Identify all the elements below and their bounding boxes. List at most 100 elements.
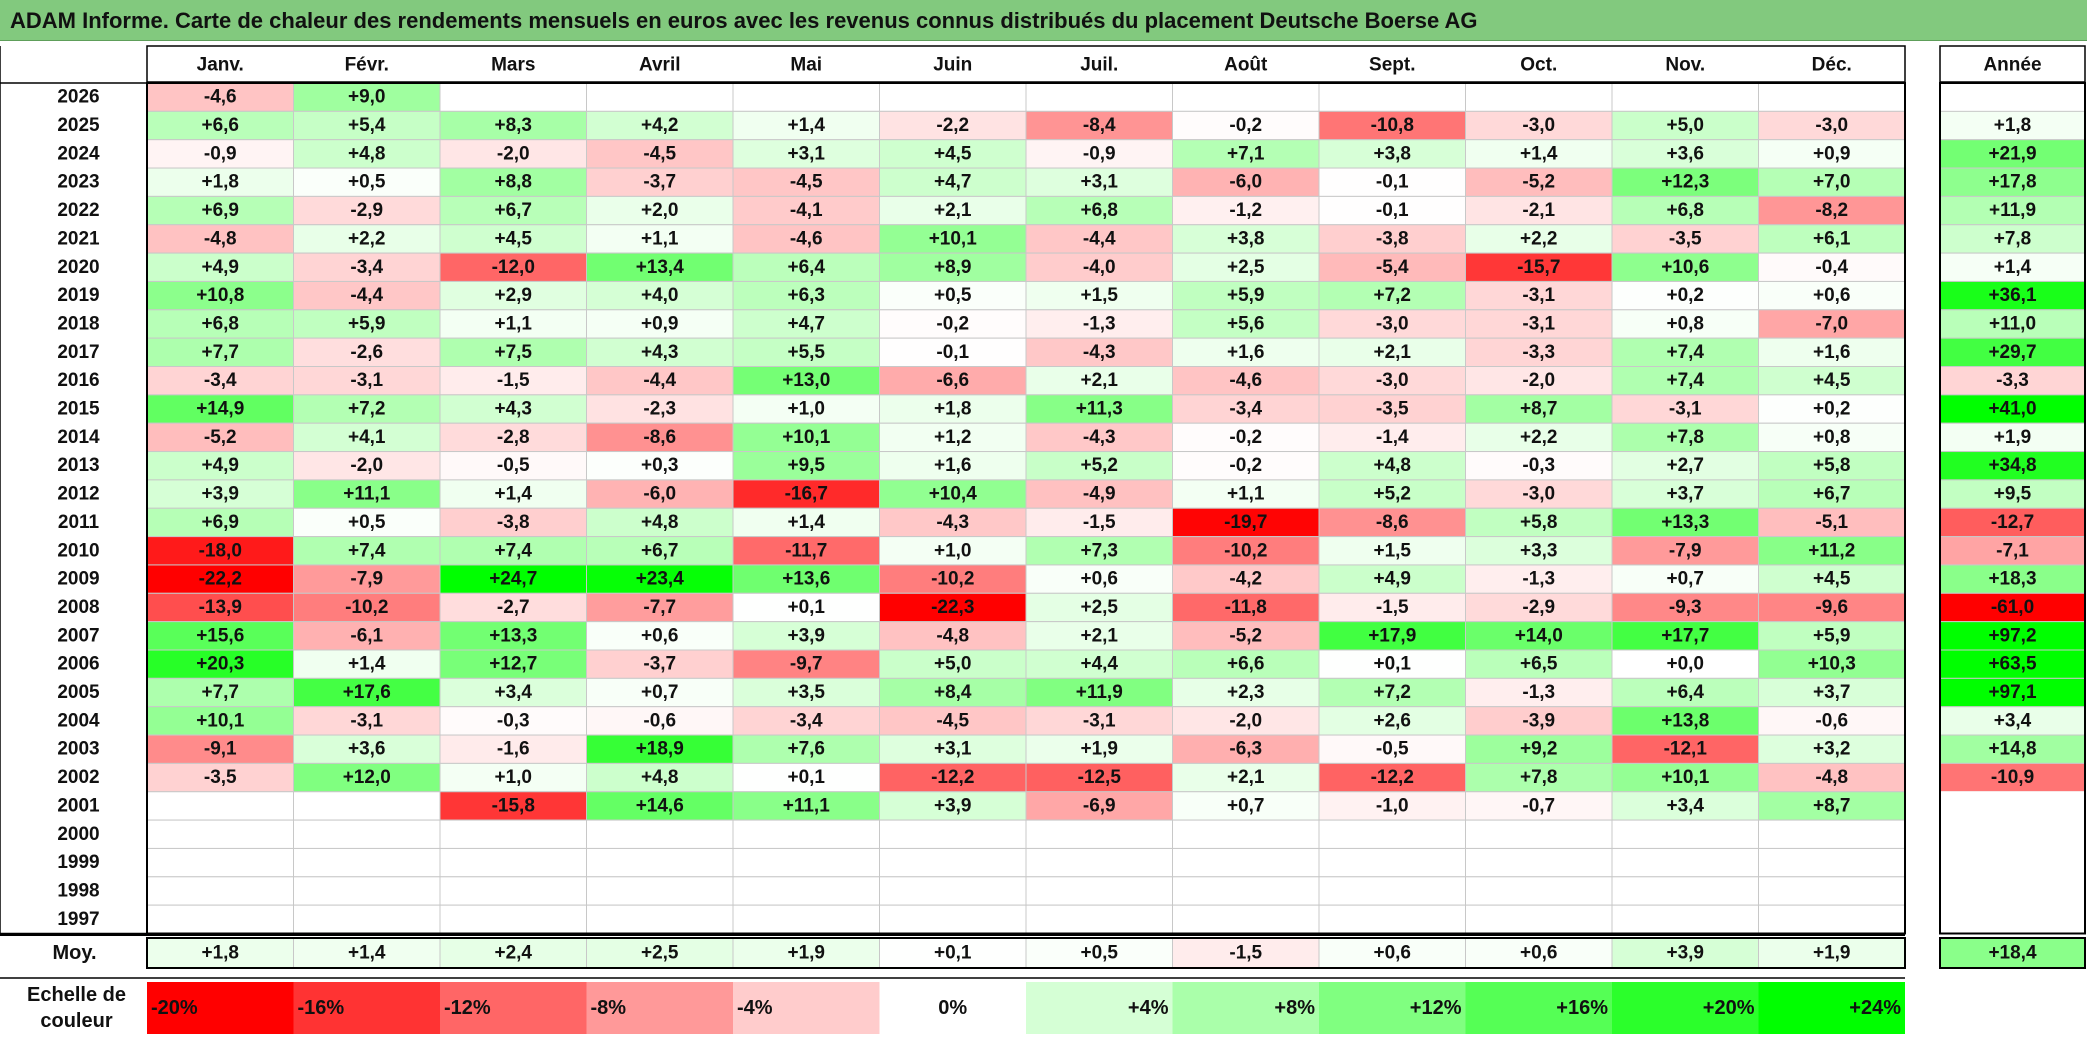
cell-value: +7,5 (494, 342, 532, 363)
heat-cell (146, 876, 294, 906)
heat-cell (1465, 110, 1613, 141)
heat-cell (1611, 649, 1759, 679)
heat-cell (439, 110, 587, 141)
cell-value: +6,4 (787, 257, 825, 278)
cell-value: -2,7 (497, 597, 530, 618)
heat-cell (1611, 564, 1759, 594)
cell-value: +13,8 (1661, 710, 1709, 731)
heat-cell (146, 366, 294, 396)
cell-value: +2,3 (1227, 682, 1265, 703)
heat-cell (879, 592, 1027, 623)
heat-cell (146, 847, 294, 878)
heat-cell (586, 649, 734, 679)
heat-cell (1758, 819, 1906, 849)
cell-value: +4,9 (201, 455, 239, 476)
annual-cell (1939, 819, 2086, 849)
cell-value: +5,9 (1227, 285, 1265, 306)
heat-cell (1172, 536, 1320, 566)
cell-value: -6,3 (1229, 739, 1262, 760)
cell-value: +4,2 (641, 115, 679, 136)
annual-cell (1939, 876, 2086, 906)
cell-value: -2,0 (350, 455, 383, 476)
cell-value: -0,4 (1815, 257, 1848, 278)
cell-value: +0,6 (1813, 285, 1851, 306)
cell-value: +0,8 (1813, 427, 1851, 448)
cell-value: +7,2 (1373, 285, 1411, 306)
cell-value: -1,3 (1083, 313, 1116, 334)
annual-cell (1939, 479, 2086, 509)
heat-cell (879, 309, 1027, 339)
heat-cell (586, 82, 734, 112)
heat-cell (1025, 876, 1173, 906)
cell-value: -3,0 (1376, 370, 1409, 391)
average-cell (879, 937, 1027, 969)
heat-cell (293, 82, 441, 112)
cell-value: -1,5 (1376, 597, 1409, 618)
cell-value: +2,1 (1080, 625, 1118, 646)
cell-value: -3,4 (204, 370, 237, 391)
month-grid-frame (146, 82, 1906, 935)
heat-cell (732, 280, 880, 311)
annual-value: +41,0 (1988, 399, 2036, 420)
cell-value: +18,9 (636, 739, 684, 760)
average-value: +0,6 (1520, 943, 1558, 964)
heat-cell (146, 394, 294, 424)
heat-cell (1465, 422, 1613, 453)
heat-cell (146, 167, 294, 197)
cell-value: -2,9 (1522, 597, 1555, 618)
heat-cell (439, 394, 587, 424)
heat-cell (1758, 621, 1906, 651)
heat-cell (732, 167, 880, 197)
cell-value: -2,0 (1522, 370, 1555, 391)
annual-value: +9,5 (1994, 484, 2032, 505)
heat-cell (1025, 139, 1173, 169)
heat-cell (1465, 309, 1613, 339)
heat-cell (1318, 422, 1466, 453)
cell-value: +10,1 (929, 228, 978, 249)
heat-cell (439, 309, 587, 339)
cell-value: -0,7 (1522, 795, 1555, 816)
cell-value: -0,3 (497, 710, 530, 731)
scale-step-label: +12% (1410, 997, 1462, 1019)
heat-cell (1318, 451, 1466, 481)
heat-cell (293, 904, 441, 935)
cell-value: +4,1 (348, 427, 386, 448)
heat-cell (1025, 479, 1173, 509)
annual-value: +34,8 (1988, 455, 2036, 476)
year-label: 1998 (57, 880, 99, 901)
cell-value: +4,3 (494, 399, 532, 420)
cell-value: +4,9 (1373, 569, 1411, 590)
cell-value: +6,5 (1520, 654, 1558, 675)
cell-value: +13,6 (782, 569, 830, 590)
heat-cell (879, 536, 1027, 566)
heat-cell (439, 195, 587, 226)
heat-cell (732, 706, 880, 736)
cell-value: +2,2 (1520, 228, 1558, 249)
cell-value: +10,1 (196, 710, 245, 731)
year-label: 2018 (57, 313, 99, 334)
scale-step-label: -12% (444, 997, 491, 1019)
cell-value: +13,3 (1661, 512, 1709, 533)
cell-value: -2,3 (643, 399, 676, 420)
cell-value: +1,4 (348, 654, 386, 675)
year-label: 2006 (57, 654, 99, 675)
annual-value: +97,1 (1988, 682, 2037, 703)
year-label: 2014 (57, 427, 100, 448)
heat-cell (1025, 451, 1173, 481)
heat-cell (1172, 82, 1320, 112)
average-value: +0,5 (1080, 943, 1118, 964)
heat-cell (1611, 110, 1759, 141)
heat-cell (1025, 734, 1173, 764)
cell-value: +8,3 (494, 115, 532, 136)
scale-step-label: +16% (1556, 997, 1608, 1019)
cell-value: +3,9 (934, 795, 972, 816)
cell-value: +4,7 (787, 313, 825, 334)
heat-cell (1611, 479, 1759, 509)
cell-value: -8,6 (1376, 512, 1409, 533)
cell-value: +0,9 (641, 313, 679, 334)
annual-cell (1939, 677, 2086, 708)
year-label: 2017 (57, 342, 99, 363)
heat-cell (586, 507, 734, 538)
heat-cell (1172, 677, 1320, 708)
average-value: +2,5 (641, 943, 679, 964)
